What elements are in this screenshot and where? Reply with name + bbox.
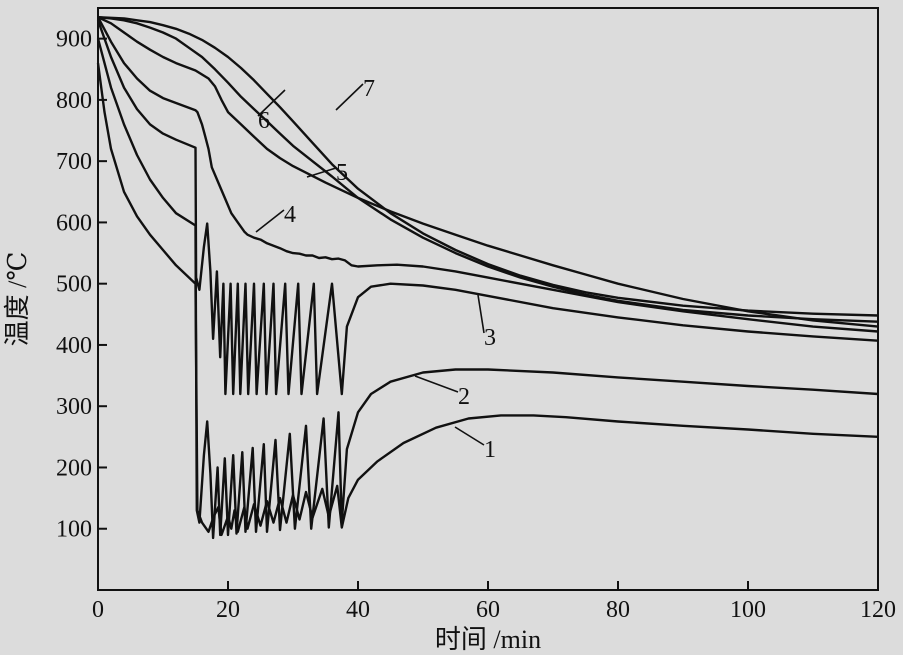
x-tick-label: 100: [730, 597, 766, 623]
curve-label-leader: [306, 167, 337, 178]
curve-label-leader: [257, 89, 286, 117]
series-line-6: [97, 16, 879, 323]
x-tick-label: 60: [476, 597, 500, 623]
y-axis-title: 温度 /℃: [3, 252, 32, 347]
curve-label-3: 3: [484, 325, 496, 351]
curve-label-leader: [255, 209, 285, 233]
y-tick-label: 400: [56, 333, 92, 359]
series-line-7: [97, 16, 879, 317]
curve-label-leader: [414, 375, 459, 393]
curve-label-leader: [477, 294, 485, 334]
curve-label-leader: [454, 426, 485, 446]
x-tick-label: 120: [860, 597, 896, 623]
series-line-5: [97, 16, 879, 328]
y-tick-label: 300: [56, 394, 92, 420]
series-line-4: [96, 16, 879, 333]
ticks-layer: 0 20 40 60 80 100 120 100 200 300 400 500 600 700 800 9…: [56, 27, 896, 623]
curve-label-leader: [335, 83, 364, 111]
curve-label-2: 2: [458, 384, 470, 410]
x-tick-label: 40: [346, 597, 370, 623]
y-tick-label: 700: [56, 149, 92, 175]
labels-layer: 1 2 3 4 5 6 7: [255, 76, 496, 463]
series-line-3: [96, 19, 879, 396]
x-axis-title: 时间 /min: [435, 625, 541, 654]
curve-label-1: 1: [484, 437, 496, 463]
y-tick-label: 600: [56, 210, 92, 236]
plot-frame: [97, 7, 879, 591]
curve-label-5: 5: [336, 160, 348, 186]
curve-label-7: 7: [363, 76, 375, 102]
y-tick-label: 100: [56, 517, 92, 543]
y-tick-label: 800: [56, 88, 92, 114]
x-tick-label: 80: [606, 597, 630, 623]
series-layer: [96, 16, 879, 540]
curve-label-6: 6: [258, 108, 270, 134]
x-tick-label: 0: [92, 597, 104, 623]
y-tick-label: 200: [56, 455, 92, 481]
curve-label-4: 4: [284, 202, 296, 228]
x-tick-label: 20: [216, 597, 240, 623]
y-tick-label: 900: [56, 27, 92, 53]
y-tick-label: 500: [56, 272, 92, 298]
